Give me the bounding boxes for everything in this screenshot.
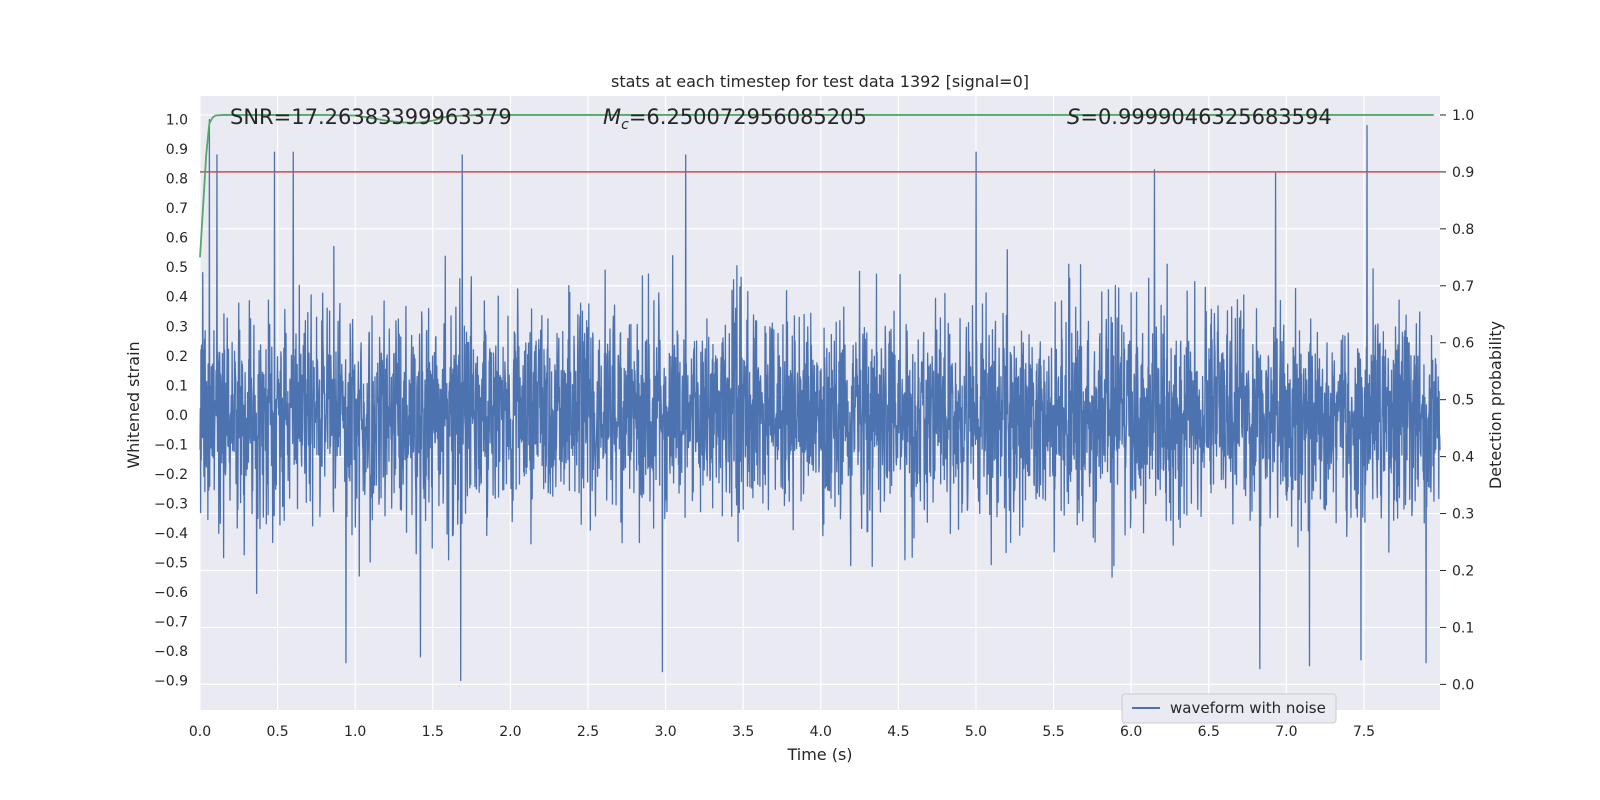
x-tick-label-12: 6.0 [1120,724,1142,740]
snr-annotation: SNR=17.26383399963379 [230,105,512,129]
waveform-series [199,118,1441,682]
x-tick-label-2: 1.0 [344,724,366,740]
y-tick-label-17: 0.8 [166,172,188,188]
x-tick-labels: 0.0 0.5 1.0 1.5 2.0 2.5 3.0 3.5 4.0 4.5 5.0 5.5 6.0 6… [189,724,1375,740]
probability-overlay [199,114,1440,258]
y-tick-label-9: 0.0 [166,408,188,424]
y-tick-label-6: −0.3 [154,496,188,512]
y-tick-label-10: 0.1 [166,378,188,394]
x-tick-label-1: 0.5 [266,724,288,740]
chirp-mass-symbol: M [603,105,621,129]
y2-tick-label-7: 0.7 [1452,279,1474,295]
probability-line [199,114,1434,258]
y-tick-label-16: 0.7 [166,201,188,217]
y2-tick-label-8: 0.8 [1452,222,1474,238]
x-tick-label-14: 7.0 [1275,724,1297,740]
chirp-mass-annotation: Mc=6.250072956085205 [603,105,867,133]
y2-tick-label-4: 0.4 [1452,450,1474,466]
chirp-mass-subscript: c [621,117,629,133]
x-axis-label: Time (s) [786,745,852,764]
y2-tick-label-6: 0.6 [1452,336,1474,352]
y2-tick-label-1: 0.1 [1452,620,1474,636]
y2-tick-label-5: 0.5 [1452,393,1474,409]
y-tick-label-13: 0.4 [166,290,188,306]
y-tick-label-0: −0.9 [154,673,188,689]
y2-tick-label-9: 0.9 [1452,165,1474,181]
x-tick-label-6: 3.0 [654,724,676,740]
significance-symbol: S [1067,105,1080,129]
chart-title: stats at each timestep for test data 139… [611,72,1029,91]
waveform-line [199,118,1441,682]
x-tick-label-10: 5.0 [965,724,987,740]
x-tick-label-15: 7.5 [1353,724,1375,740]
chirp-mass-value: =6.250072956085205 [629,105,867,129]
y2-tick-label-3: 0.3 [1452,507,1474,523]
x-tick-label-11: 5.5 [1042,724,1064,740]
y-tick-label-19: 1.0 [166,113,188,129]
y-tick-label-2: −0.7 [154,614,188,630]
significance-annotation: S=0.9999046325683594 [1067,105,1332,129]
y-tick-label-3: −0.6 [154,585,188,601]
y-tick-label-8: −0.1 [154,437,188,453]
significance-value: =0.9999046325683594 [1080,105,1331,129]
x-tick-label-3: 1.5 [422,724,444,740]
y-tick-labels: −0.9 −0.8 −0.7 −0.6 −0.5 −0.4 −0.3 −0.2 −0.1 0.0 0… [154,113,188,690]
y-tick-label-4: −0.5 [154,555,188,571]
y-tick-label-11: 0.2 [166,349,188,365]
x-tick-label-0: 0.0 [189,724,211,740]
y2-tick-label-0: 0.0 [1452,677,1474,693]
x-tick-label-7: 3.5 [732,724,754,740]
y-tick-label-15: 0.6 [166,231,188,247]
legend-label: waveform with noise [1170,699,1326,717]
y2-axis-label: Detection probability [1486,321,1505,489]
y2-tick-label-10: 1.0 [1452,108,1474,124]
x-tick-label-13: 6.5 [1198,724,1220,740]
x-tick-label-9: 4.5 [887,724,909,740]
y-tick-label-7: −0.2 [154,467,188,483]
y-tick-label-5: −0.4 [154,526,188,542]
x-tick-label-4: 2.0 [499,724,521,740]
y-tick-label-1: −0.8 [154,644,188,660]
y-axis-label: Whitened strain [124,341,143,468]
y-tick-label-18: 0.9 [166,142,188,158]
y-tick-label-14: 0.5 [166,260,188,276]
y-tick-label-12: 0.3 [166,319,188,335]
legend: waveform with noise [1121,693,1337,724]
y2-tick-label-2: 0.2 [1452,563,1474,579]
legend-box [1121,693,1337,724]
x-tick-label-8: 4.0 [810,724,832,740]
x-tick-label-5: 2.5 [577,724,599,740]
y2-tick-labels: 0.0 0.1 0.2 0.3 0.4 0.5 0.6 0.7 0.8 0.9 1.0 [1440,108,1474,693]
